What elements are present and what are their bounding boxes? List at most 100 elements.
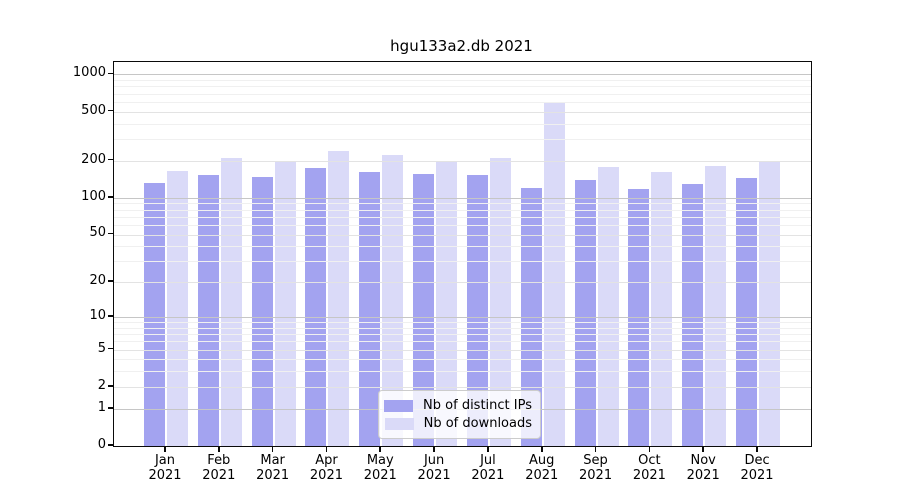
y-tick-label-50: 50 bbox=[89, 225, 106, 241]
bar-jan-downloads bbox=[167, 171, 188, 446]
x-tick-mark-jul bbox=[487, 446, 489, 452]
gridline-500 bbox=[114, 111, 811, 113]
y-tick-label-20: 20 bbox=[89, 273, 106, 289]
legend: Nb of distinct IPs Nb of downloads bbox=[378, 390, 541, 439]
x-tick-label-may: May 2021 bbox=[363, 453, 397, 483]
x-tick-mark-mar bbox=[271, 446, 274, 452]
y-tick-mark-2 bbox=[108, 385, 113, 387]
gridline-20 bbox=[114, 282, 811, 284]
x-tick-label-nov: Nov 2021 bbox=[686, 453, 720, 483]
gridline-90 bbox=[114, 203, 811, 205]
gridline-600 bbox=[114, 101, 811, 103]
bar-jul-downloads bbox=[489, 157, 511, 446]
x-tick-label-sep: Sep 2021 bbox=[579, 453, 613, 483]
x-tick-mark-dec bbox=[756, 446, 758, 452]
bar-aug-downloads bbox=[543, 101, 565, 446]
gridline-6 bbox=[114, 341, 811, 343]
legend-item-distinct-ips: Nb of distinct IPs bbox=[384, 398, 532, 413]
y-tick-mark-0 bbox=[108, 444, 113, 446]
y-tick-mark-200 bbox=[108, 158, 113, 161]
x-tick-mark-nov bbox=[702, 446, 704, 452]
y-tick-label-0: 0 bbox=[97, 437, 106, 452]
legend-label-distinct-ips: Nb of distinct IPs bbox=[423, 398, 532, 413]
gridline-8 bbox=[114, 327, 811, 329]
gridline-80 bbox=[114, 209, 811, 211]
x-tick-label-oct: Oct 2021 bbox=[632, 453, 666, 483]
y-tick-mark-50 bbox=[108, 232, 113, 235]
x-tick-mark-oct bbox=[648, 446, 651, 452]
bar-may-distinct-ips bbox=[359, 171, 381, 446]
plot-area: Nb of distinct IPs Nb of downloads bbox=[113, 61, 812, 447]
y-tick-mark-1000 bbox=[108, 72, 113, 75]
bar-jun-distinct-ips bbox=[413, 173, 435, 446]
bar-apr-downloads bbox=[328, 150, 350, 446]
x-tick-mark-jan bbox=[164, 446, 166, 452]
bar-nov-downloads bbox=[705, 166, 727, 446]
bar-may-downloads bbox=[382, 155, 404, 446]
x-tick-label-apr: Apr 2021 bbox=[309, 453, 343, 483]
gridline-7 bbox=[114, 334, 811, 336]
bar-feb-distinct-ips bbox=[197, 175, 219, 446]
x-tick-label-aug: Aug 2021 bbox=[525, 453, 559, 483]
gridline-50 bbox=[114, 234, 811, 236]
bar-jun-downloads bbox=[436, 161, 458, 446]
legend-swatch-distinct-ips bbox=[384, 399, 414, 412]
bar-mar-downloads bbox=[274, 160, 296, 446]
x-tick-mark-jun bbox=[433, 446, 435, 452]
y-tick-mark-100 bbox=[108, 195, 113, 198]
bar-apr-distinct-ips bbox=[305, 167, 327, 446]
gridline-100 bbox=[114, 197, 811, 199]
gridline-300 bbox=[114, 139, 811, 140]
bar-sep-distinct-ips bbox=[574, 180, 596, 446]
bar-dec-distinct-ips bbox=[736, 178, 758, 446]
gridline-200 bbox=[114, 160, 811, 162]
y-tick-mark-20 bbox=[108, 280, 113, 282]
y-tick-mark-500 bbox=[108, 109, 113, 112]
y-tick-label-500: 500 bbox=[81, 102, 106, 118]
gridline-3 bbox=[114, 371, 811, 373]
y-tick-label-100: 100 bbox=[81, 188, 106, 204]
gridline-5 bbox=[114, 349, 811, 351]
x-tick-mark-sep bbox=[594, 446, 597, 452]
y-tick-label-1000: 1000 bbox=[72, 65, 106, 81]
y-tick-mark-5 bbox=[108, 347, 113, 350]
x-tick-mark-apr bbox=[325, 446, 328, 452]
bar-mar-distinct-ips bbox=[251, 177, 273, 446]
y-tick-label-2: 2 bbox=[97, 377, 106, 393]
bar-feb-downloads bbox=[220, 158, 242, 446]
gridline-70 bbox=[114, 216, 811, 218]
gridline-30 bbox=[114, 261, 811, 263]
bar-jan-distinct-ips bbox=[144, 182, 165, 446]
legend-item-downloads: Nb of downloads bbox=[384, 416, 532, 431]
legend-swatch-downloads bbox=[384, 417, 414, 430]
x-tick-label-jun: Jun 2021 bbox=[417, 453, 451, 483]
y-tick-label-10: 10 bbox=[89, 307, 106, 323]
bar-nov-distinct-ips bbox=[682, 184, 704, 446]
gridline-900 bbox=[114, 80, 811, 81]
gridline-1000 bbox=[114, 74, 811, 76]
y-tick-label-5: 5 bbox=[97, 340, 106, 356]
x-tick-mark-feb bbox=[218, 446, 220, 452]
gridline-4 bbox=[114, 359, 811, 361]
bar-sep-downloads bbox=[597, 166, 619, 446]
gridline-60 bbox=[114, 224, 811, 226]
gridline-40 bbox=[114, 246, 811, 248]
chart-title: hgu133a2.db 2021 bbox=[390, 37, 533, 55]
x-tick-label-mar: Mar 2021 bbox=[256, 453, 290, 483]
x-tick-label-jul: Jul 2021 bbox=[471, 453, 505, 483]
x-tick-mark-may bbox=[379, 446, 382, 452]
gridline-2 bbox=[114, 386, 811, 388]
y-tick-label-200: 200 bbox=[81, 151, 106, 167]
bar-jul-distinct-ips bbox=[466, 174, 488, 446]
bar-dec-downloads bbox=[759, 161, 781, 446]
gridline-10 bbox=[114, 317, 811, 318]
x-tick-label-jan: Jan 2021 bbox=[148, 453, 182, 483]
gridline-400 bbox=[114, 123, 811, 125]
gridline-700 bbox=[114, 93, 811, 95]
x-tick-label-feb: Feb 2021 bbox=[202, 453, 236, 483]
x-tick-label-dec: Dec 2021 bbox=[740, 453, 774, 483]
gridline-800 bbox=[114, 86, 811, 88]
x-tick-mark-aug bbox=[540, 446, 543, 452]
y-tick-label-1: 1 bbox=[97, 399, 106, 415]
